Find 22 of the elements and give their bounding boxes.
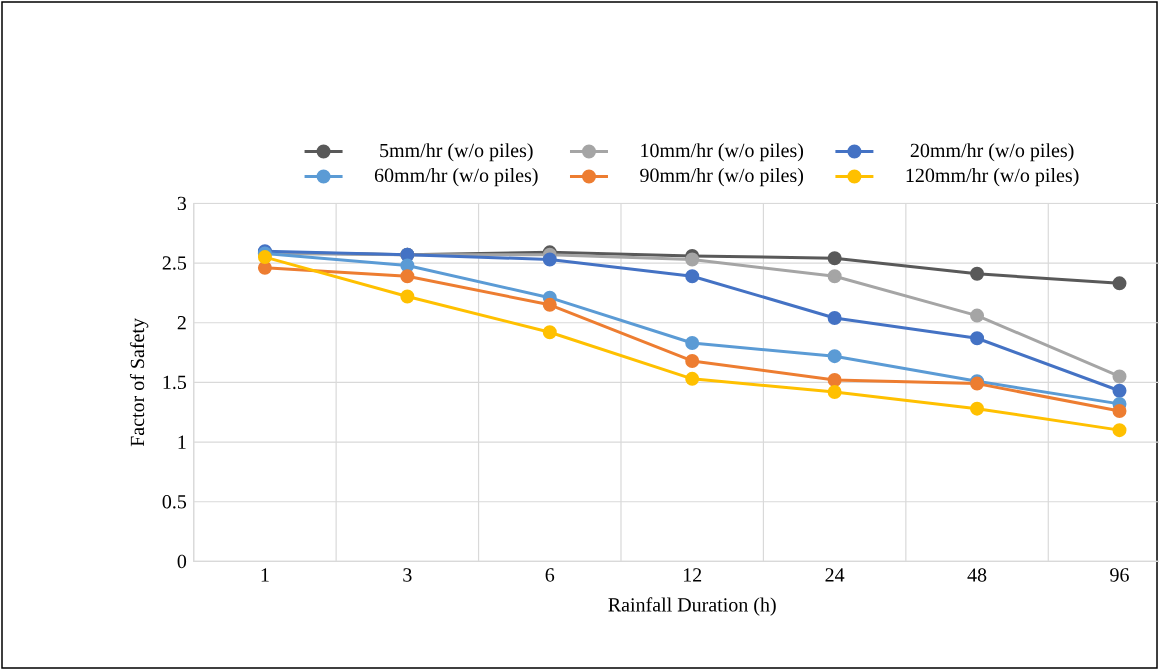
legend-label: 90mm/hr (w/o piles) bbox=[640, 168, 804, 187]
y-axis-title: Factor of Safety bbox=[129, 318, 149, 447]
x-axis-title: Rainfall Duration (h) bbox=[608, 597, 776, 616]
x-tick-label: 3 bbox=[403, 568, 412, 582]
legend-label: 5mm/hr (w/o piles) bbox=[380, 143, 533, 162]
y-tick-label: 3 bbox=[177, 196, 187, 211]
y-tick-label: 0 bbox=[177, 554, 187, 569]
y-tick-label: 2 bbox=[177, 316, 186, 330]
legend-label: 20mm/hr (w/o piles) bbox=[910, 143, 1074, 162]
y-tick-label: 2.5 bbox=[162, 256, 187, 270]
x-tick-label: 12 bbox=[683, 568, 702, 582]
x-tick-label: 24 bbox=[825, 568, 845, 582]
legend-label: 60mm/hr (w/o piles) bbox=[374, 168, 538, 187]
y-tick-label: 1 bbox=[178, 435, 186, 449]
x-tick-label: 96 bbox=[1110, 568, 1129, 582]
x-tick-label: 1 bbox=[261, 568, 269, 582]
x-tick-label: 48 bbox=[967, 568, 987, 582]
legend-label: 10mm/hr (w/o piles) bbox=[641, 143, 804, 162]
x-tick-label: 6 bbox=[545, 568, 555, 582]
legend-label: 120mm/hr (w/o piles) bbox=[906, 168, 1079, 187]
y-tick-label: 0.5 bbox=[162, 494, 187, 509]
y-tick-label: 1.5 bbox=[163, 375, 187, 390]
